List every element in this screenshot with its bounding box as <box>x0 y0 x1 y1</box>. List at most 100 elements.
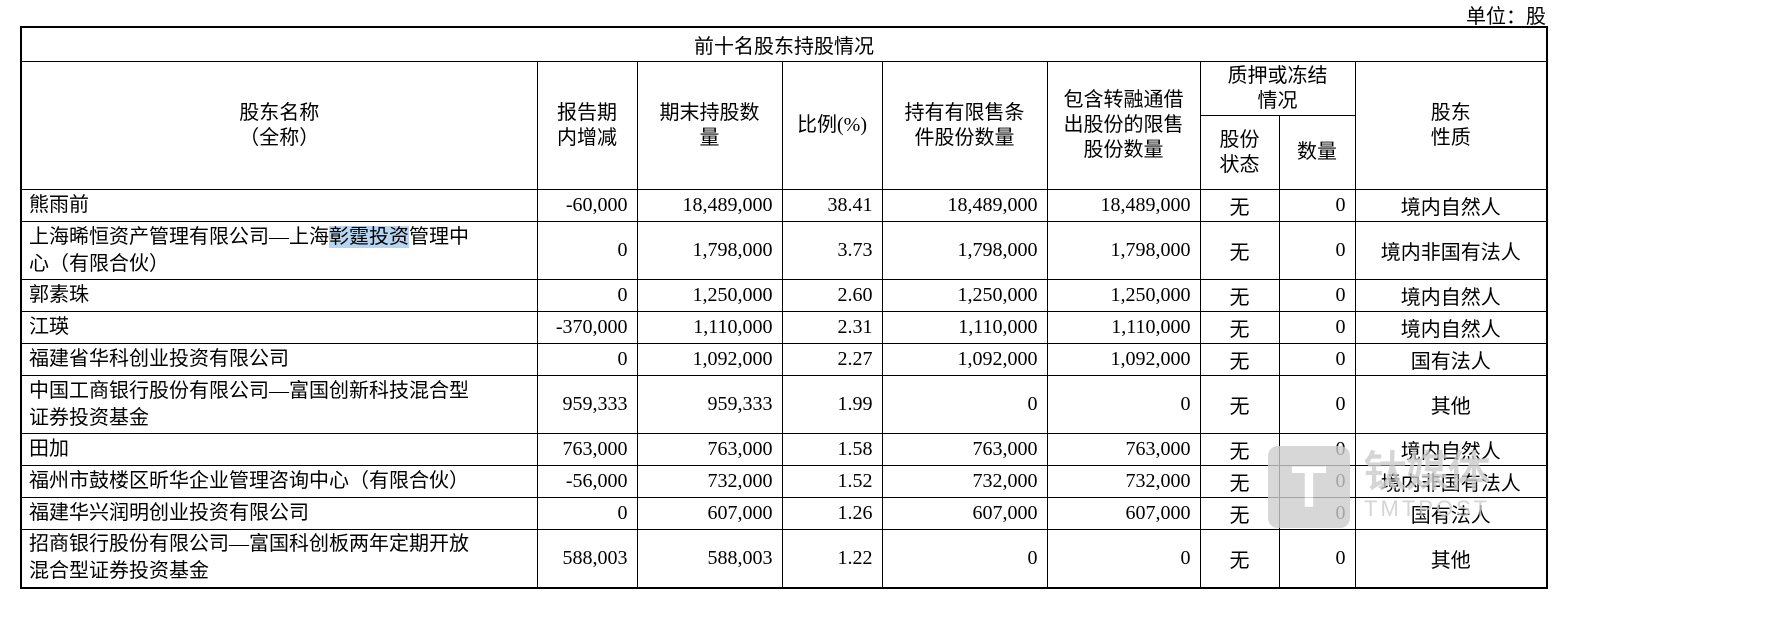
cell-ratio: 2.60 <box>781 279 883 312</box>
table-row: 上海晞恒资产管理有限公司—上海彰霆投资管理中 心（有限合伙） 0 1,798,0… <box>20 221 1548 280</box>
cell-shareholder-name: 熊雨前 <box>20 189 538 222</box>
cell-ratio: 1.99 <box>781 375 883 434</box>
cell-pledge-qty: 0 <box>1278 189 1356 222</box>
cell-share-status: 无 <box>1199 221 1280 280</box>
table-row: 江瑛 -370,000 1,110,000 2.31 1,110,000 1,1… <box>20 311 1548 344</box>
cell-period-change: 0 <box>536 497 638 530</box>
table-row: 中国工商银行股份有限公司—富国创新科技混合型 证券投资基金 959,333 95… <box>20 375 1548 434</box>
header-row-sub: 股份 状态 数量 <box>21 115 1547 190</box>
cell-shareholder-name: 招商银行股份有限公司—富国科创板两年定期开放 混合型证券投资基金 <box>20 529 538 588</box>
cell-period-end-shares: 1,798,000 <box>636 221 783 280</box>
cell-pledge-qty: 0 <box>1278 529 1356 588</box>
cell-restricted-incl-lent: 0 <box>1046 529 1201 588</box>
cell-period-change: -60,000 <box>536 189 638 222</box>
cell-shareholder-name: 江瑛 <box>20 311 538 344</box>
cell-pledge-qty: 0 <box>1278 497 1356 530</box>
col-header-pledge-freeze: 质押或冻结 情况 <box>1199 61 1356 116</box>
cell-restricted-incl-lent: 732,000 <box>1046 465 1201 498</box>
cell-pledge-qty: 0 <box>1278 279 1356 312</box>
cell-shareholder-nature: 其他 <box>1354 529 1548 588</box>
cell-restricted-incl-lent: 1,110,000 <box>1046 311 1201 344</box>
cell-period-end-shares: 732,000 <box>636 465 783 498</box>
table-row: 田加 763,000 763,000 1.58 763,000 763,000 … <box>20 433 1548 466</box>
cell-restricted-shares: 607,000 <box>881 497 1048 530</box>
cell-ratio: 3.73 <box>781 221 883 280</box>
cell-shareholder-nature: 其他 <box>1354 375 1548 434</box>
cell-share-status: 无 <box>1199 497 1280 530</box>
table-title: 前十名股东持股情况 <box>20 26 1548 62</box>
cell-restricted-incl-lent: 1,092,000 <box>1046 343 1201 376</box>
cell-shareholder-nature: 国有法人 <box>1354 497 1548 530</box>
table-row: 福建华兴润明创业投资有限公司 0 607,000 1.26 607,000 60… <box>20 497 1548 530</box>
col-header-ratio: 比例(%) <box>781 61 883 190</box>
table-row: 郭素珠 0 1,250,000 2.60 1,250,000 1,250,000… <box>20 279 1548 312</box>
cell-period-end-shares: 1,110,000 <box>636 311 783 344</box>
cell-shareholder-name: 福建华兴润明创业投资有限公司 <box>20 497 538 530</box>
cell-shareholder-name: 中国工商银行股份有限公司—富国创新科技混合型 证券投资基金 <box>20 375 538 434</box>
cell-restricted-shares: 1,798,000 <box>881 221 1048 280</box>
cell-share-status: 无 <box>1199 529 1280 588</box>
cell-pledge-qty: 0 <box>1278 311 1356 344</box>
cell-shareholder-nature: 境内自然人 <box>1354 433 1548 466</box>
cell-period-end-shares: 1,092,000 <box>636 343 783 376</box>
cell-period-change: -370,000 <box>536 311 638 344</box>
cell-restricted-incl-lent: 607,000 <box>1046 497 1201 530</box>
table-row: 福建省华科创业投资有限公司 0 1,092,000 2.27 1,092,000… <box>20 343 1548 376</box>
cell-shareholder-name: 上海晞恒资产管理有限公司—上海彰霆投资管理中 心（有限合伙） <box>20 221 538 280</box>
cell-period-end-shares: 607,000 <box>636 497 783 530</box>
cell-pledge-qty: 0 <box>1278 465 1356 498</box>
cell-shareholder-name: 福州市鼓楼区昕华企业管理咨询中心（有限合伙） <box>20 465 538 498</box>
cell-share-status: 无 <box>1199 465 1280 498</box>
cell-restricted-incl-lent: 763,000 <box>1046 433 1201 466</box>
col-header-pledge-qty: 数量 <box>1278 115 1356 190</box>
cell-restricted-shares: 763,000 <box>881 433 1048 466</box>
highlighted-text: 彰霆投资 <box>329 225 409 248</box>
cell-period-end-shares: 18,489,000 <box>636 189 783 222</box>
cell-period-end-shares: 588,003 <box>636 529 783 588</box>
cell-restricted-shares: 1,110,000 <box>881 311 1048 344</box>
cell-ratio: 1.58 <box>781 433 883 466</box>
cell-period-change: 0 <box>536 221 638 280</box>
cell-ratio: 38.41 <box>781 189 883 222</box>
shareholders-table: 前十名股东持股情况 股东名称 （全称） 报告期 内增减 期末持股数 量 比例(%… <box>20 26 1549 589</box>
cell-period-end-shares: 1,250,000 <box>636 279 783 312</box>
cell-shareholder-name: 福建省华科创业投资有限公司 <box>20 343 538 376</box>
cell-pledge-qty: 0 <box>1278 343 1356 376</box>
table-row: 熊雨前 -60,000 18,489,000 38.41 18,489,000 … <box>20 189 1548 222</box>
cell-restricted-shares: 18,489,000 <box>881 189 1048 222</box>
table-title-row: 前十名股东持股情况 <box>20 26 1548 62</box>
cell-restricted-shares: 0 <box>881 529 1048 588</box>
col-header-period-change: 报告期 内增减 <box>536 61 638 190</box>
unit-label: 单位：股 <box>1466 6 1546 28</box>
cell-period-change: -56,000 <box>536 465 638 498</box>
col-header-period-end-shares: 期末持股数 量 <box>636 61 783 190</box>
table-row: 招商银行股份有限公司—富国科创板两年定期开放 混合型证券投资基金 588,003… <box>20 529 1548 588</box>
cell-pledge-qty: 0 <box>1278 221 1356 280</box>
cell-restricted-incl-lent: 0 <box>1046 375 1201 434</box>
cell-period-change: 588,003 <box>536 529 638 588</box>
cell-pledge-qty: 0 <box>1278 375 1356 434</box>
cell-ratio: 2.27 <box>781 343 883 376</box>
cell-share-status: 无 <box>1199 311 1280 344</box>
cell-shareholder-nature: 境内自然人 <box>1354 189 1548 222</box>
cell-restricted-shares: 0 <box>881 375 1048 434</box>
cell-shareholder-nature: 境内非国有法人 <box>1354 221 1548 280</box>
cell-ratio: 1.52 <box>781 465 883 498</box>
cell-pledge-qty: 0 <box>1278 433 1356 466</box>
cell-shareholder-nature: 境内非国有法人 <box>1354 465 1548 498</box>
table-row: 福州市鼓楼区昕华企业管理咨询中心（有限合伙） -56,000 732,000 1… <box>20 465 1548 498</box>
cell-shareholder-name: 田加 <box>20 433 538 466</box>
cell-shareholder-nature: 境内自然人 <box>1354 279 1548 312</box>
cell-shareholder-nature: 国有法人 <box>1354 343 1548 376</box>
cell-ratio: 2.31 <box>781 311 883 344</box>
cell-share-status: 无 <box>1199 343 1280 376</box>
cell-share-status: 无 <box>1199 279 1280 312</box>
col-header-shareholder-nature: 股东 性质 <box>1354 61 1548 190</box>
cell-shareholder-nature: 境内自然人 <box>1354 311 1548 344</box>
cell-ratio: 1.22 <box>781 529 883 588</box>
cell-restricted-incl-lent: 1,798,000 <box>1046 221 1201 280</box>
cell-share-status: 无 <box>1199 189 1280 222</box>
cell-period-change: 959,333 <box>536 375 638 434</box>
cell-restricted-shares: 732,000 <box>881 465 1048 498</box>
